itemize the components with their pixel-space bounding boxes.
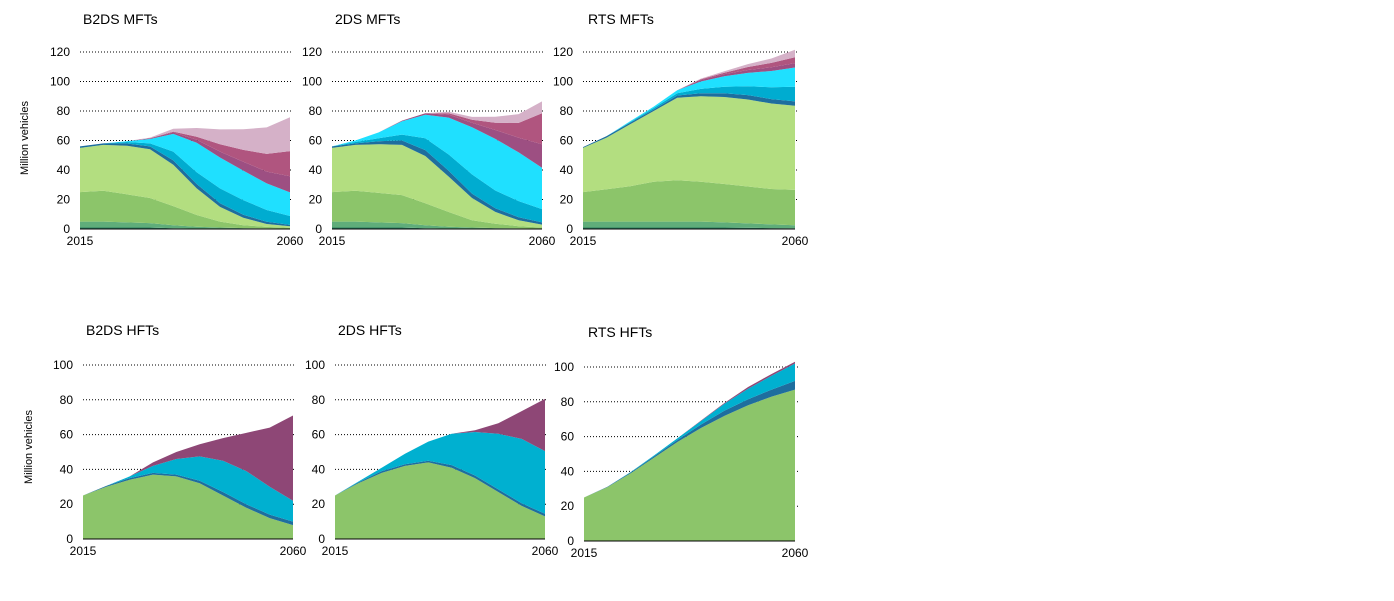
y-tick-label: 120 (50, 45, 70, 59)
y-tick-label: 0 (315, 222, 322, 236)
x-tick-label: 2015 (67, 234, 94, 248)
x-tick-label: 2060 (782, 234, 809, 248)
area-series-4 (583, 96, 795, 193)
y-tick-label: 20 (60, 497, 74, 511)
area-series-4 (80, 144, 290, 228)
area-series-7 (583, 67, 795, 148)
y-tick-label: 0 (566, 222, 573, 236)
chart-rts-mft: 0 20 40 60 80 100 120 2015 2060 (553, 45, 809, 248)
x-tick-label: 2015 (571, 546, 598, 560)
y-tick-label: 40 (561, 464, 575, 478)
y-tick-label: 40 (312, 462, 326, 476)
y-tick-label: 60 (560, 134, 574, 148)
area-series-9 (583, 57, 795, 148)
chart-2ds-hft: 0 20 40 60 80 100 2015 2060 (305, 358, 559, 558)
y-tick-label: 80 (312, 393, 326, 407)
y-tick-label: 120 (302, 45, 322, 59)
area-series-3 (583, 180, 795, 226)
area-series-1 (83, 474, 293, 539)
area-series-3 (584, 363, 795, 498)
panel-title-2ds-mft: 2DS MFTs (335, 11, 401, 27)
area-series-2 (583, 221, 795, 229)
x-tick-label: 2060 (280, 544, 307, 558)
area-series-2 (80, 221, 290, 229)
panel-title-b2ds-hft: B2DS HFTs (86, 322, 160, 338)
panel-title-rts-mft: RTS MFTs (588, 11, 654, 27)
y-tick-label: 80 (309, 104, 323, 118)
area-series-10 (80, 117, 290, 154)
area-series-6 (332, 134, 542, 223)
area-series-2 (584, 380, 795, 498)
x-tick-label: 2060 (529, 234, 556, 248)
y-tick-label: 100 (554, 360, 574, 374)
area-series-6 (583, 86, 795, 148)
area-series-3 (80, 190, 290, 229)
y-tick-label: 60 (561, 430, 575, 444)
area-series-7 (80, 133, 290, 216)
y-tick-label: 100 (553, 75, 573, 89)
area-series-1 (335, 462, 545, 539)
x-tick-label: 2015 (322, 544, 349, 558)
y-tick-label: 100 (305, 358, 325, 372)
y-tick-label: 100 (302, 75, 322, 89)
area-series-3 (83, 456, 293, 522)
x-tick-label: 2015 (70, 544, 97, 558)
y-tick-label: 60 (309, 134, 323, 148)
y-tick-label: 20 (309, 193, 323, 207)
y-tick-label: 40 (57, 163, 71, 177)
area-series-4 (83, 415, 293, 501)
area-series-3 (335, 432, 545, 514)
area-series-3 (332, 190, 542, 229)
y-tick-label: 40 (60, 462, 74, 476)
y-tick-label: 20 (312, 497, 326, 511)
y-tick-label: 80 (57, 104, 71, 118)
x-tick-label: 2060 (532, 544, 559, 558)
y-tick-label: 0 (318, 532, 325, 546)
x-tick-label: 2015 (319, 234, 346, 248)
area-series-10 (583, 49, 795, 148)
y-tick-label: 20 (560, 193, 574, 207)
y-tick-label: 80 (560, 104, 574, 118)
panel-title-2ds-hft: 2DS HFTs (338, 322, 402, 338)
y-tick-label: 100 (50, 75, 70, 89)
y-tick-label: 120 (553, 45, 573, 59)
y-tick-label: 60 (57, 134, 71, 148)
y-tick-label: 0 (567, 534, 574, 548)
area-series-2 (332, 221, 542, 229)
panel-title-b2ds-mft: B2DS MFTs (83, 11, 158, 27)
area-series-8 (332, 113, 542, 168)
x-tick-label: 2060 (277, 234, 304, 248)
area-series-9 (332, 113, 542, 147)
x-tick-label: 2015 (570, 234, 597, 248)
y-tick-label: 40 (309, 163, 323, 177)
y-tick-label: 0 (66, 532, 73, 546)
y-tick-label: 60 (312, 428, 326, 442)
chart-2ds-mft: 0 20 40 60 80 100 120 2015 2060 (302, 45, 556, 248)
y-tick-label: 40 (560, 163, 574, 177)
x-tick-label: 2060 (782, 546, 809, 560)
panel-title-rts-hft: RTS HFTs (588, 324, 653, 340)
area-series-6 (80, 142, 290, 225)
area-series-1 (584, 389, 795, 541)
y-tick-label: 0 (63, 222, 70, 236)
chart-b2ds-hft: 0 20 40 60 80 100 2015 2060 (53, 358, 307, 558)
chart-rts-hft: 0 20 40 60 80 100 2015 2060 (554, 360, 809, 560)
y-tick-label: 100 (53, 358, 73, 372)
y-tick-label: 80 (561, 395, 575, 409)
area-series-9 (80, 131, 290, 177)
chart-b2ds-mft: 0 20 40 60 80 100 120 2015 2060 (50, 45, 304, 248)
area-series-4 (332, 144, 542, 228)
y-tick-label: 60 (60, 428, 74, 442)
y-tick-label: 20 (57, 193, 71, 207)
y-tick-label: 20 (561, 499, 575, 513)
y-tick-label: 80 (60, 393, 74, 407)
area-series-7 (332, 114, 542, 210)
